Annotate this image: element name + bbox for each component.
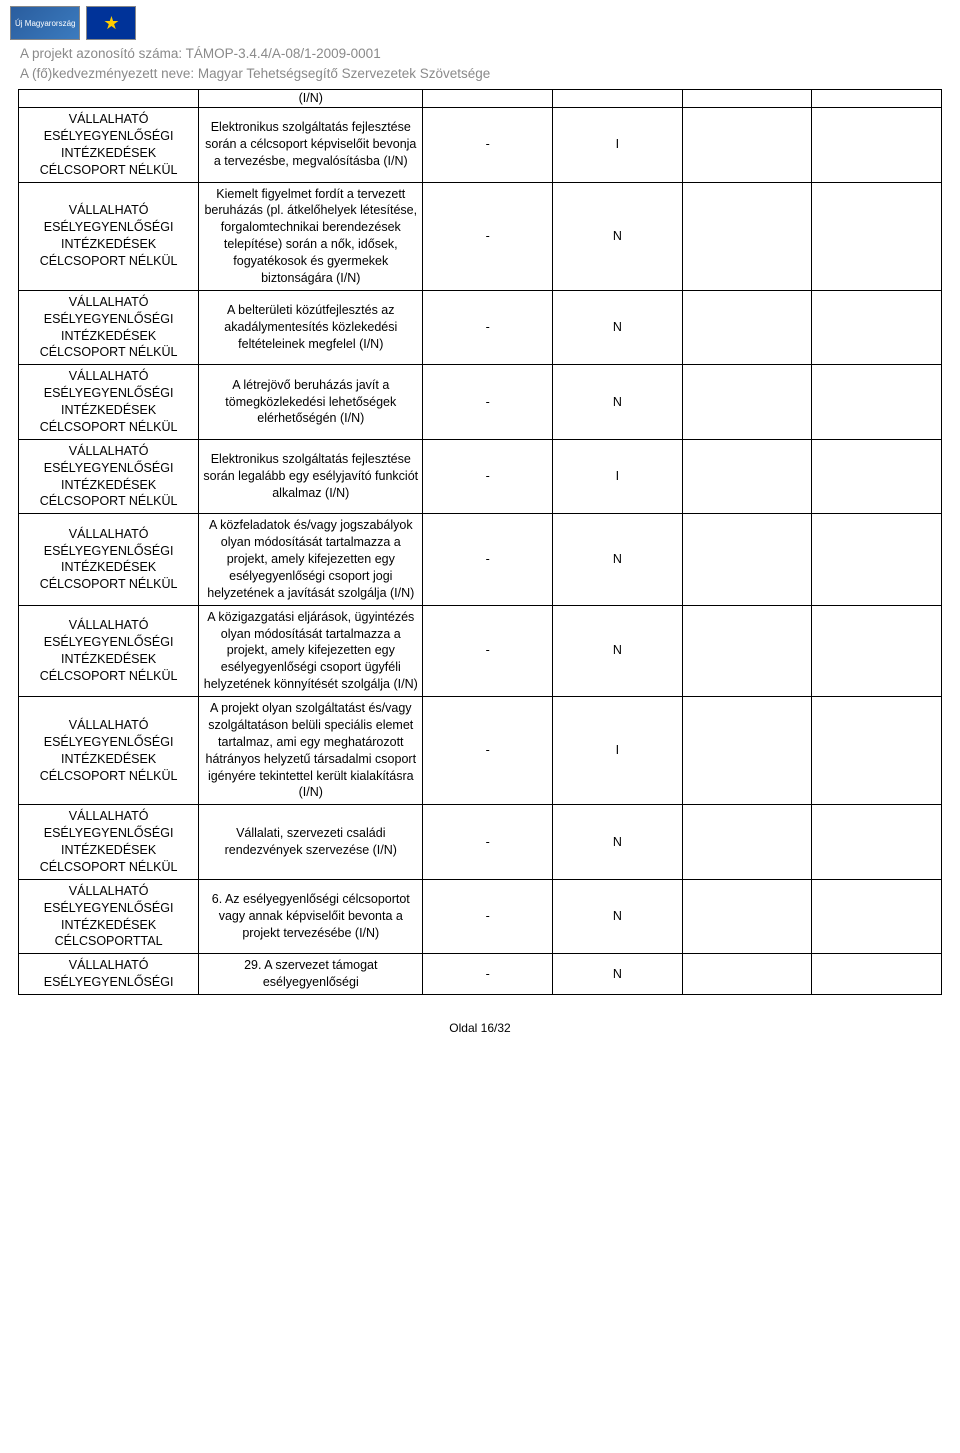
value-cell (812, 290, 942, 365)
value-cell: N (553, 365, 683, 440)
value-cell (812, 879, 942, 954)
value-cell: - (423, 879, 553, 954)
value-cell: N (553, 805, 683, 880)
category-cell: VÁLLALHATÓ ESÉLYEGYENLŐSÉGI INTÉZKEDÉSEK… (19, 439, 199, 514)
value-cell (682, 605, 812, 696)
description-cell: A közigazgatási eljárások, ügyintézés ol… (199, 605, 423, 696)
value-cell (682, 805, 812, 880)
table-container: (I/N) VÁLLALHATÓ ESÉLYEGYENLŐSÉGI INTÉZK… (0, 89, 960, 1007)
value-cell (812, 605, 942, 696)
value-cell: N (553, 290, 683, 365)
table-row: VÁLLALHATÓ ESÉLYEGYENLŐSÉGI INTÉZKEDÉSEK… (19, 439, 942, 514)
category-cell: VÁLLALHATÓ ESÉLYEGYENLŐSÉGI INTÉZKEDÉSEK… (19, 697, 199, 805)
logo-uj-magyarorszag: Új Magyarország (10, 6, 80, 40)
value-cell: N (553, 879, 683, 954)
page-footer: Oldal 16/32 (0, 1007, 960, 1053)
beneficiary-line: A (fő)kedvezményezett neve: Magyar Tehet… (20, 64, 940, 84)
value-cell (682, 697, 812, 805)
value-cell: I (553, 108, 683, 183)
value-cell: N (553, 514, 683, 605)
header-bar: Új Magyarország ★ (0, 0, 960, 44)
value-cell: - (423, 605, 553, 696)
description-cell: Vállalati, szervezeti családi rendezvény… (199, 805, 423, 880)
description-cell: A projekt olyan szolgáltatást és/vagy sz… (199, 697, 423, 805)
value-cell (682, 954, 812, 995)
value-cell: - (423, 514, 553, 605)
table-row: VÁLLALHATÓ ESÉLYEGYENLŐSÉGI INTÉZKEDÉSEK… (19, 879, 942, 954)
value-cell: - (423, 439, 553, 514)
table-row: VÁLLALHATÓ ESÉLYEGYENLŐSÉGI INTÉZKEDÉSEK… (19, 514, 942, 605)
value-cell (812, 439, 942, 514)
description-cell: 29. A szervezet támogat esélyegyenlőségi (199, 954, 423, 995)
value-cell: - (423, 697, 553, 805)
value-cell (812, 514, 942, 605)
category-cell: VÁLLALHATÓ ESÉLYEGYENLŐSÉGI (19, 954, 199, 995)
logo-eu-flag: ★ (86, 6, 136, 40)
value-cell: I (553, 697, 683, 805)
table-row: VÁLLALHATÓ ESÉLYEGYENLŐSÉGI INTÉZKEDÉSEK… (19, 697, 942, 805)
table-row: VÁLLALHATÓ ESÉLYEGYENLŐSÉGI INTÉZKEDÉSEK… (19, 182, 942, 290)
value-cell: - (423, 182, 553, 290)
measures-table: (I/N) VÁLLALHATÓ ESÉLYEGYENLŐSÉGI INTÉZK… (18, 89, 942, 995)
table-cell (423, 90, 553, 108)
description-cell: A közfeladatok és/vagy jogszabályok olya… (199, 514, 423, 605)
project-id-line: A projekt azonosító száma: TÁMOP-3.4.4/A… (20, 44, 940, 64)
table-body: (I/N) VÁLLALHATÓ ESÉLYEGYENLŐSÉGI INTÉZK… (19, 90, 942, 995)
value-cell (812, 365, 942, 440)
value-cell: N (553, 954, 683, 995)
value-cell (812, 805, 942, 880)
description-cell: Elektronikus szolgáltatás fejlesztése so… (199, 108, 423, 183)
table-row: VÁLLALHATÓ ESÉLYEGYENLŐSÉGI29. A szervez… (19, 954, 942, 995)
description-cell: Kiemelt figyelmet fordít a tervezett ber… (199, 182, 423, 290)
table-row: (I/N) (19, 90, 942, 108)
value-cell (682, 290, 812, 365)
value-cell: N (553, 605, 683, 696)
value-cell (682, 108, 812, 183)
table-cell (19, 90, 199, 108)
table-row: VÁLLALHATÓ ESÉLYEGYENLŐSÉGI INTÉZKEDÉSEK… (19, 605, 942, 696)
value-cell: - (423, 108, 553, 183)
logo-text: Új Magyarország (15, 19, 75, 28)
value-cell (812, 182, 942, 290)
table-row: VÁLLALHATÓ ESÉLYEGYENLŐSÉGI INTÉZKEDÉSEK… (19, 365, 942, 440)
value-cell (682, 365, 812, 440)
value-cell: - (423, 805, 553, 880)
category-cell: VÁLLALHATÓ ESÉLYEGYENLŐSÉGI INTÉZKEDÉSEK… (19, 879, 199, 954)
category-cell: VÁLLALHATÓ ESÉLYEGYENLŐSÉGI INTÉZKEDÉSEK… (19, 805, 199, 880)
table-row: VÁLLALHATÓ ESÉLYEGYENLŐSÉGI INTÉZKEDÉSEK… (19, 108, 942, 183)
table-cell (553, 90, 683, 108)
value-cell: - (423, 365, 553, 440)
table-cell: (I/N) (199, 90, 423, 108)
value-cell (812, 954, 942, 995)
value-cell (812, 697, 942, 805)
value-cell (682, 514, 812, 605)
category-cell: VÁLLALHATÓ ESÉLYEGYENLŐSÉGI INTÉZKEDÉSEK… (19, 182, 199, 290)
value-cell: I (553, 439, 683, 514)
category-cell: VÁLLALHATÓ ESÉLYEGYENLŐSÉGI INTÉZKEDÉSEK… (19, 290, 199, 365)
value-cell: N (553, 182, 683, 290)
value-cell: - (423, 954, 553, 995)
project-meta: A projekt azonosító száma: TÁMOP-3.4.4/A… (0, 44, 960, 89)
category-cell: VÁLLALHATÓ ESÉLYEGYENLŐSÉGI INTÉZKEDÉSEK… (19, 514, 199, 605)
table-row: VÁLLALHATÓ ESÉLYEGYENLŐSÉGI INTÉZKEDÉSEK… (19, 805, 942, 880)
value-cell (682, 439, 812, 514)
eu-stars-icon: ★ (103, 14, 119, 32)
value-cell (682, 182, 812, 290)
category-cell: VÁLLALHATÓ ESÉLYEGYENLŐSÉGI INTÉZKEDÉSEK… (19, 605, 199, 696)
value-cell (812, 108, 942, 183)
category-cell: VÁLLALHATÓ ESÉLYEGYENLŐSÉGI INTÉZKEDÉSEK… (19, 108, 199, 183)
table-cell (812, 90, 942, 108)
description-cell: 6. Az esélyegyenlőségi célcsoportot vagy… (199, 879, 423, 954)
table-row: VÁLLALHATÓ ESÉLYEGYENLŐSÉGI INTÉZKEDÉSEK… (19, 290, 942, 365)
description-cell: A belterületi közútfejlesztés az akadály… (199, 290, 423, 365)
table-cell (682, 90, 812, 108)
value-cell (682, 879, 812, 954)
description-cell: Elektronikus szolgáltatás fejlesztése so… (199, 439, 423, 514)
description-cell: A létrejövő beruházás javít a tömegközle… (199, 365, 423, 440)
value-cell: - (423, 290, 553, 365)
category-cell: VÁLLALHATÓ ESÉLYEGYENLŐSÉGI INTÉZKEDÉSEK… (19, 365, 199, 440)
